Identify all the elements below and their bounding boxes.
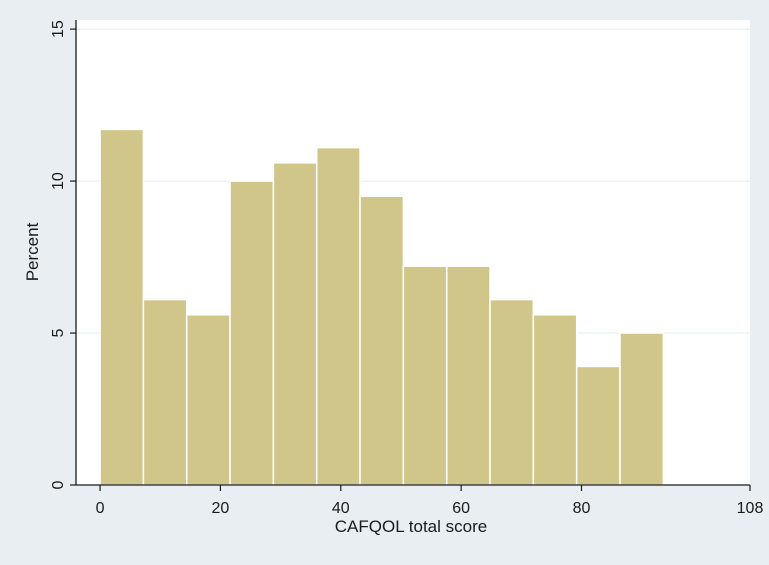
x-tick-label: 80	[573, 500, 591, 517]
histogram-bar	[532, 314, 578, 486]
x-tick-label: 40	[332, 500, 350, 517]
histogram-bar	[619, 332, 665, 486]
histogram-bar	[489, 298, 535, 486]
histogram-bar	[445, 265, 491, 486]
y-tick-label: 0	[50, 480, 67, 489]
histogram-bar	[229, 180, 275, 486]
axes	[75, 20, 750, 486]
histogram-bar	[99, 128, 145, 486]
bars	[99, 128, 665, 486]
x-tick-label: 20	[212, 500, 230, 517]
histogram-bar	[272, 162, 318, 486]
x-tick-label: 60	[452, 500, 470, 517]
histogram-bar	[185, 314, 231, 486]
histogram-bar	[315, 146, 361, 486]
x-ticks: 0 20 40 60 80 108	[96, 485, 764, 517]
x-axis-label: CAFQOL total score	[335, 517, 487, 536]
y-ticks: 0 5 10 15	[50, 20, 76, 489]
histogram-bar	[359, 195, 405, 486]
histogram-bar	[402, 265, 448, 486]
x-tick-label: 108	[737, 500, 764, 517]
y-tick-label: 5	[50, 328, 67, 337]
y-tick-label: 15	[50, 20, 67, 38]
y-axis-label: Percent	[23, 222, 42, 281]
histogram-bar	[575, 365, 621, 486]
histogram-bar	[142, 298, 188, 486]
y-tick-label: 10	[50, 172, 67, 190]
x-tick-label: 0	[96, 500, 105, 517]
